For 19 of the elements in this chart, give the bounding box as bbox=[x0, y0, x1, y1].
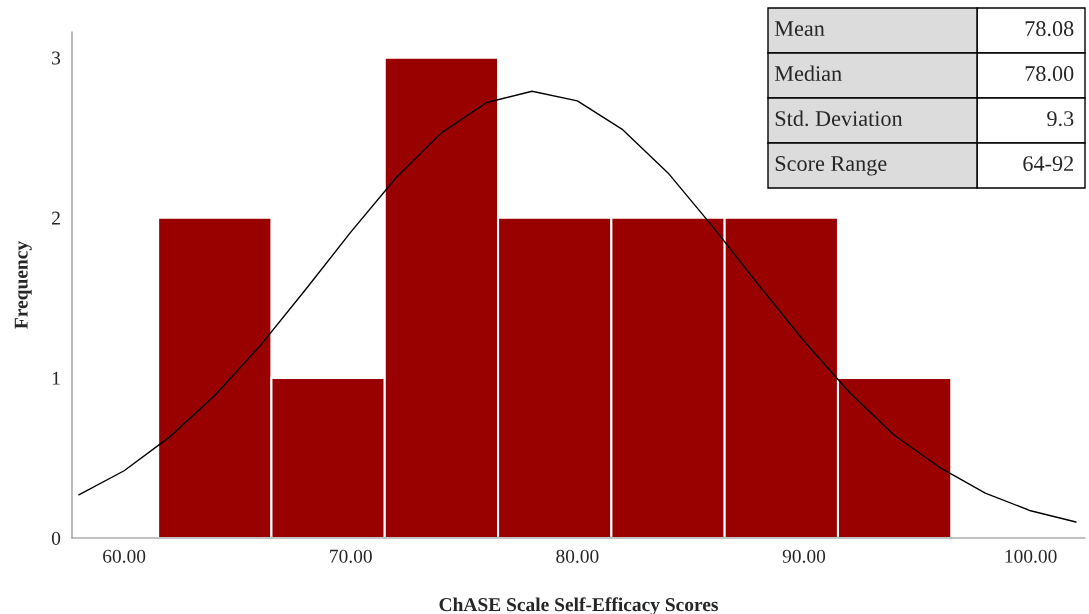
y-tick-label: 3 bbox=[52, 51, 61, 65]
x-tick-label: 70.00 bbox=[330, 549, 372, 563]
x-tick-label: 80.00 bbox=[556, 549, 599, 563]
y-axis-title: Frequency bbox=[14, 241, 32, 329]
annotation: 64-92 bbox=[1023, 156, 1073, 172]
annotation: Std. Deviation bbox=[775, 110, 903, 127]
y-tick-label: 0 bbox=[51, 531, 61, 545]
annotation: Median bbox=[774, 65, 842, 82]
x-tick-label: 60.00 bbox=[103, 549, 146, 563]
annotation: 78.08 bbox=[1025, 21, 1074, 37]
y-tick-label: 2 bbox=[52, 211, 60, 225]
annotation: 9.3 bbox=[1047, 111, 1074, 127]
annotation: 78.00 bbox=[1025, 66, 1074, 82]
annotation: Mean bbox=[774, 21, 825, 37]
y-tick-label: 1 bbox=[52, 371, 60, 385]
annotation: Score Range bbox=[775, 156, 887, 176]
x-tick-label: 90.00 bbox=[782, 549, 826, 563]
line-series bbox=[78, 90, 1077, 523]
x-tick-label: 100.00 bbox=[1005, 549, 1057, 563]
